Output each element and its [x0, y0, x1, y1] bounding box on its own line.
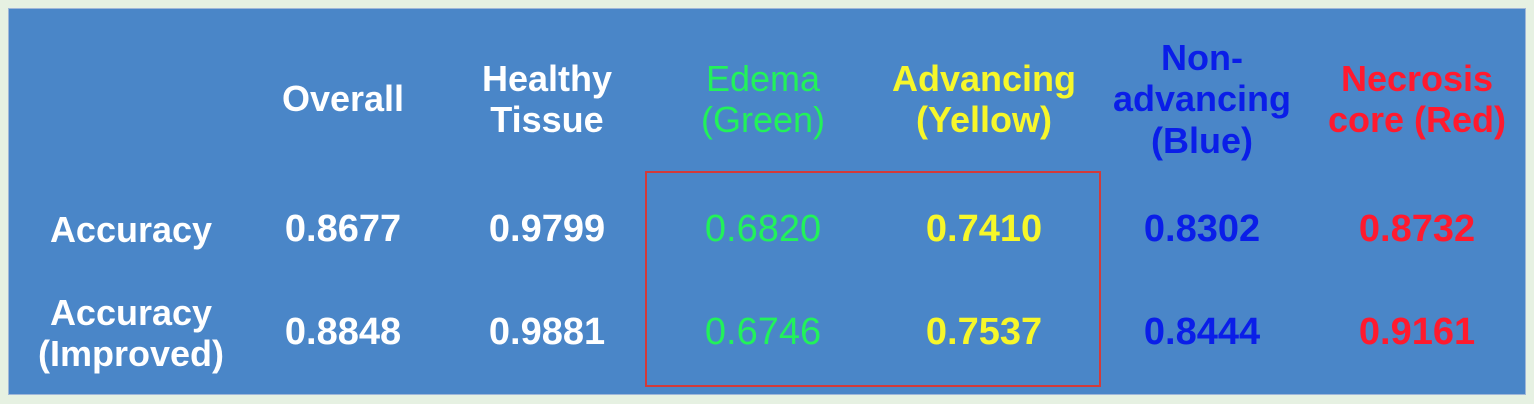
column-header-2: Healthy Tissue — [481, 57, 613, 140]
table-cell-r0-c3: 0.6820 — [704, 208, 822, 251]
table-cell-r0-c5: 0.8302 — [1143, 208, 1261, 251]
highlight-box — [645, 171, 1101, 387]
table-cell-r1-c3: 0.6746 — [704, 311, 822, 354]
row-header-1: Accuracy (Improved) — [37, 291, 224, 374]
row-header-0: Accuracy — [49, 209, 213, 251]
table-cell-r1-c1: 0.8848 — [284, 311, 402, 354]
table-cell-r0-c2: 0.9799 — [488, 208, 606, 251]
table-cell-r0-c4: 0.7410 — [925, 208, 1043, 251]
column-header-3: Edema (Green) — [700, 57, 826, 140]
table-cell-r1-c2: 0.9881 — [488, 311, 606, 354]
table-cell-r0-c1: 0.8677 — [284, 208, 402, 251]
results-table: Overall Healthy Tissue Edema (Green) Advanc… — [8, 8, 1526, 395]
column-header-1: Overall — [281, 78, 405, 120]
table-cell-r1-c6: 0.9161 — [1358, 311, 1476, 354]
column-header-4: Advancing (Yellow) — [891, 57, 1077, 140]
table-cell-r0-c6: 0.8732 — [1358, 208, 1476, 251]
table-cell-r1-c4: 0.7537 — [925, 311, 1043, 354]
column-header-6: Necrosis core (Red) — [1327, 57, 1507, 140]
table-cell-r1-c5: 0.8444 — [1143, 311, 1261, 354]
column-header-5: Non- advancing (Blue) — [1112, 36, 1292, 161]
